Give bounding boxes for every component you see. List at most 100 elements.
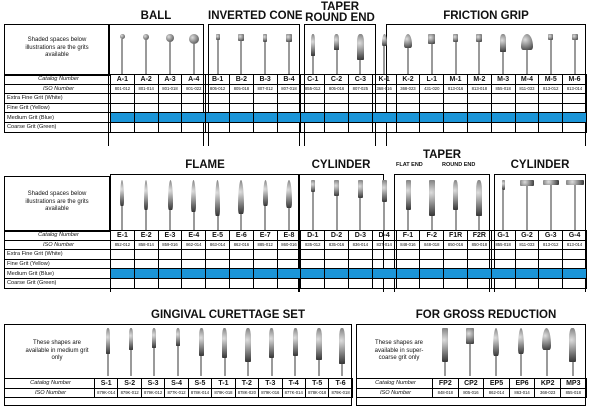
iso-number: 850-018	[466, 239, 492, 251]
iso-number: 855-012	[300, 83, 326, 95]
round-end-label: ROUND END	[442, 162, 476, 168]
gingival-section: GINGIVAL CURETTAGE SET These shapes are …	[4, 306, 352, 406]
iso-number: 858-014	[133, 239, 159, 251]
grit-cell	[133, 258, 159, 270]
grit-cell	[276, 93, 302, 104]
iso-number: 879K-018	[211, 387, 236, 399]
grit-label: Coarse Grit (Green)	[4, 121, 111, 133]
grit-cell	[347, 249, 373, 260]
grit-cell	[324, 102, 349, 114]
iso-number: 811-033	[514, 239, 540, 251]
grit-cell	[395, 258, 421, 270]
grit-cell	[490, 277, 516, 289]
grit-cell	[538, 112, 564, 123]
grit-cell	[181, 102, 207, 114]
bur-illustration	[286, 34, 292, 74]
iso-number: 859-016	[157, 239, 183, 251]
catalog-number: S-1	[93, 378, 119, 389]
grit-cell	[466, 268, 492, 279]
grit-cell	[443, 121, 468, 133]
iso-number: 807-018	[276, 83, 302, 95]
catalog-number: MP3	[559, 378, 587, 389]
grit-cell	[324, 112, 349, 123]
iso-number: 801-018	[157, 83, 183, 95]
bur-illustration	[518, 328, 525, 376]
grit-cell	[205, 93, 230, 104]
bur-illustration	[263, 34, 268, 74]
iso-number: 878K-020	[234, 387, 260, 399]
catalog-number: B-1	[205, 74, 230, 85]
catalog-number: S-4	[164, 378, 189, 389]
grit-cell	[252, 258, 278, 270]
grit-label: Extra Fine Grit (White)	[4, 93, 111, 104]
grit-cell	[181, 258, 207, 270]
row1-illustrations	[110, 30, 590, 74]
row2-grit-table: Catalog Number E-1 E-2 E-3 E-4 E-5 E-6 E-7 E-8 D-…	[4, 230, 587, 289]
grit-label: Fine Grit (Yellow)	[4, 102, 111, 114]
bur-illustration	[404, 34, 412, 74]
grit-cell	[252, 121, 278, 133]
bur-illustration	[571, 34, 578, 74]
grit-cell	[443, 102, 468, 114]
grit-cell	[252, 102, 278, 114]
grit-cell	[443, 249, 468, 260]
grit-cell	[205, 258, 230, 270]
iso-number: 813-018	[466, 83, 492, 95]
grit-cell	[347, 121, 373, 133]
iso-number: 879K-014	[93, 387, 119, 399]
catalog-label: Catalog Number	[356, 378, 433, 389]
grit-cell	[205, 102, 230, 114]
bur-illustration	[144, 180, 149, 230]
iso-number: 835-016	[324, 239, 349, 251]
iso-number: 805-016	[324, 83, 349, 95]
catalog-label: Catalog Number	[4, 230, 111, 241]
grit-cell	[110, 93, 135, 104]
bur-illustration	[245, 328, 252, 376]
grit-cell	[157, 249, 183, 260]
grit-cell	[419, 258, 445, 270]
catalog-number: G-4	[562, 230, 587, 241]
catalog-number: E-6	[228, 230, 254, 241]
grit-cell	[276, 102, 302, 114]
catalog-number: G-3	[538, 230, 564, 241]
bur-illustration	[215, 180, 221, 230]
grit-cell	[181, 268, 207, 279]
iso-number: 848-018	[419, 239, 445, 251]
grit-cell	[300, 93, 326, 104]
grit-cell	[490, 93, 516, 104]
catalog-number: B-3	[252, 74, 278, 85]
catalog-number: FP2	[432, 378, 459, 389]
grit-cell	[443, 277, 468, 289]
grit-cell	[395, 112, 421, 123]
grit-cell	[371, 93, 397, 104]
grit-cell	[110, 258, 135, 270]
grit-cell	[538, 93, 564, 104]
grit-cell	[371, 277, 397, 289]
grit-cell	[228, 249, 254, 260]
grit-cell	[181, 249, 207, 260]
bur-illustration	[453, 34, 459, 74]
grit-cell	[300, 277, 326, 289]
catalog-number: T-2	[234, 378, 260, 389]
grit-cell	[228, 121, 254, 133]
grit-cell	[110, 121, 135, 133]
grit-cell	[562, 249, 587, 260]
grit-cell	[395, 268, 421, 279]
catalog-number: T-1	[211, 378, 236, 389]
bur-illustration	[405, 180, 411, 230]
iso-number: 805-016	[457, 387, 485, 399]
grit-cell	[205, 121, 230, 133]
grit-cell	[466, 102, 492, 114]
row1-grit-table: Catalog Number A-1 A-2 A-3 A-4 B-1 B-2 B-3 B-4 C-…	[4, 74, 587, 133]
inverted-cone-title: INVERTED CONE	[208, 10, 303, 22]
iso-number: 805-012	[205, 83, 230, 95]
grit-cell	[157, 268, 183, 279]
grit-cell	[228, 112, 254, 123]
iso-number: 862-014	[181, 239, 207, 251]
grit-cell	[276, 112, 302, 123]
grit-cell	[538, 249, 564, 260]
bur-illustration	[492, 328, 499, 376]
friction-grip-title: FRICTION GRIP	[443, 10, 529, 22]
taper-title-2: TAPER	[422, 149, 462, 161]
catalog-number: S-5	[187, 378, 213, 389]
